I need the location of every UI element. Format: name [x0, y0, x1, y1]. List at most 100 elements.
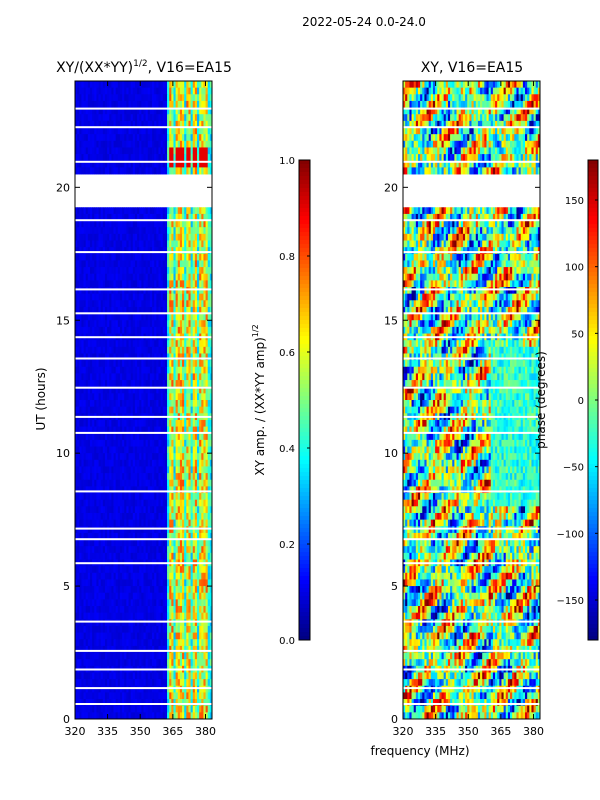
heatmap-cell — [188, 127, 191, 135]
heatmap-cell — [122, 260, 125, 268]
heatmap-cell — [134, 253, 138, 261]
heatmap-cell — [158, 526, 162, 534]
heatmap-cell — [79, 100, 82, 108]
heatmap-cell — [186, 220, 189, 228]
heatmap-cell — [128, 107, 132, 115]
heatmap-cell — [139, 586, 142, 594]
heatmap-cell — [154, 612, 157, 620]
heatmap-cell — [100, 479, 104, 487]
heatmap-cell — [87, 386, 91, 394]
heatmap-cell — [162, 167, 166, 175]
heatmap-cell — [167, 512, 170, 521]
heatmap-cell — [128, 253, 132, 261]
heatmap-cell — [94, 326, 97, 334]
heatmap-cell — [87, 493, 91, 501]
heatmap-cell — [109, 134, 112, 142]
heatmap-cell — [85, 273, 89, 281]
heatmap-cell — [79, 247, 82, 255]
heatmap-cell — [89, 300, 93, 308]
heatmap-cell — [209, 512, 213, 521]
heatmap-cell — [167, 147, 170, 155]
heatmap-cell — [203, 273, 206, 281]
heatmap-cell — [92, 625, 95, 634]
heatmap-cell — [190, 340, 194, 348]
heatmap-cell — [143, 539, 147, 547]
heatmap-cell — [87, 114, 91, 122]
heatmap-cell — [130, 433, 134, 441]
heatmap-cell — [81, 300, 84, 308]
heatmap-cell — [164, 519, 168, 527]
heatmap-cell — [132, 326, 136, 334]
heatmap-cell — [75, 473, 78, 481]
heatmap-cell — [199, 426, 202, 434]
heatmap-cell — [190, 486, 194, 494]
heatmap-cell — [154, 287, 157, 295]
heatmap-cell — [147, 486, 151, 494]
heatmap-cell — [104, 160, 108, 168]
heatmap-cell — [98, 479, 102, 487]
heatmap-cell — [171, 87, 174, 95]
heatmap-cell — [77, 366, 80, 374]
heatmap-cell — [81, 586, 84, 594]
heatmap-cell — [79, 393, 82, 401]
heatmap-cell — [205, 114, 209, 122]
heatmap-cell — [173, 439, 177, 447]
heatmap-cell — [162, 147, 166, 155]
heatmap-cell — [83, 419, 87, 427]
heatmap-cell — [177, 386, 181, 394]
heatmap-cell — [173, 380, 177, 388]
heatmap-cell — [154, 320, 157, 328]
heatmap-cell — [197, 479, 200, 487]
heatmap-cell — [139, 313, 142, 321]
heatmap-cell — [175, 419, 179, 427]
heatmap-cell — [98, 552, 102, 560]
heatmap-cell — [100, 539, 104, 547]
heatmap-cell — [156, 499, 159, 507]
heatmap-cell — [147, 592, 151, 600]
heatmap-cell — [119, 213, 123, 221]
heatmap-cell — [94, 526, 97, 534]
heatmap-cell — [143, 293, 147, 301]
heatmap-cell — [113, 619, 117, 627]
heatmap-cell — [137, 466, 140, 474]
heatmap-cell — [175, 273, 179, 281]
heatmap-cell — [126, 267, 129, 275]
heatmap-cell — [81, 619, 84, 627]
heatmap-cell — [92, 207, 95, 215]
heatmap-cell — [186, 373, 189, 381]
heatmap-cell — [182, 220, 185, 228]
heatmap-cell — [87, 360, 91, 368]
heatmap-cell — [175, 606, 179, 614]
heatmap-cell — [132, 606, 136, 614]
heatmap-cell — [132, 506, 136, 514]
heatmap-cell — [177, 340, 181, 348]
heatmap-cell — [179, 313, 183, 321]
heatmap-cell — [205, 592, 209, 600]
heatmap-cell — [167, 400, 170, 408]
heatmap-cell — [85, 293, 89, 301]
heatmap-cell — [139, 619, 142, 627]
heatmap-cell — [132, 140, 136, 148]
heatmap-cell — [160, 100, 164, 108]
heatmap-cell — [111, 625, 114, 634]
heatmap-cell — [190, 506, 194, 514]
heatmap-cell — [162, 140, 166, 148]
heatmap-cell — [117, 406, 121, 414]
heatmap-cell — [156, 625, 159, 634]
heatmap-cell — [160, 612, 164, 620]
heatmap-cell — [175, 140, 179, 148]
heatmap-cell — [147, 273, 151, 281]
heatmap-cell — [139, 267, 142, 275]
heatmap-cell — [190, 227, 194, 235]
heatmap-cell — [115, 459, 119, 467]
heatmap-cell — [122, 566, 125, 574]
heatmap-cell — [179, 479, 183, 487]
heatmap-cell — [89, 207, 93, 215]
heatmap-cell — [87, 346, 91, 354]
heatmap-cell — [107, 619, 110, 627]
heatmap-cell — [156, 612, 159, 620]
heatmap-cell — [167, 519, 170, 527]
heatmap-cell — [167, 160, 170, 168]
heatmap-cell — [104, 466, 108, 474]
heatmap-cell — [117, 300, 121, 308]
